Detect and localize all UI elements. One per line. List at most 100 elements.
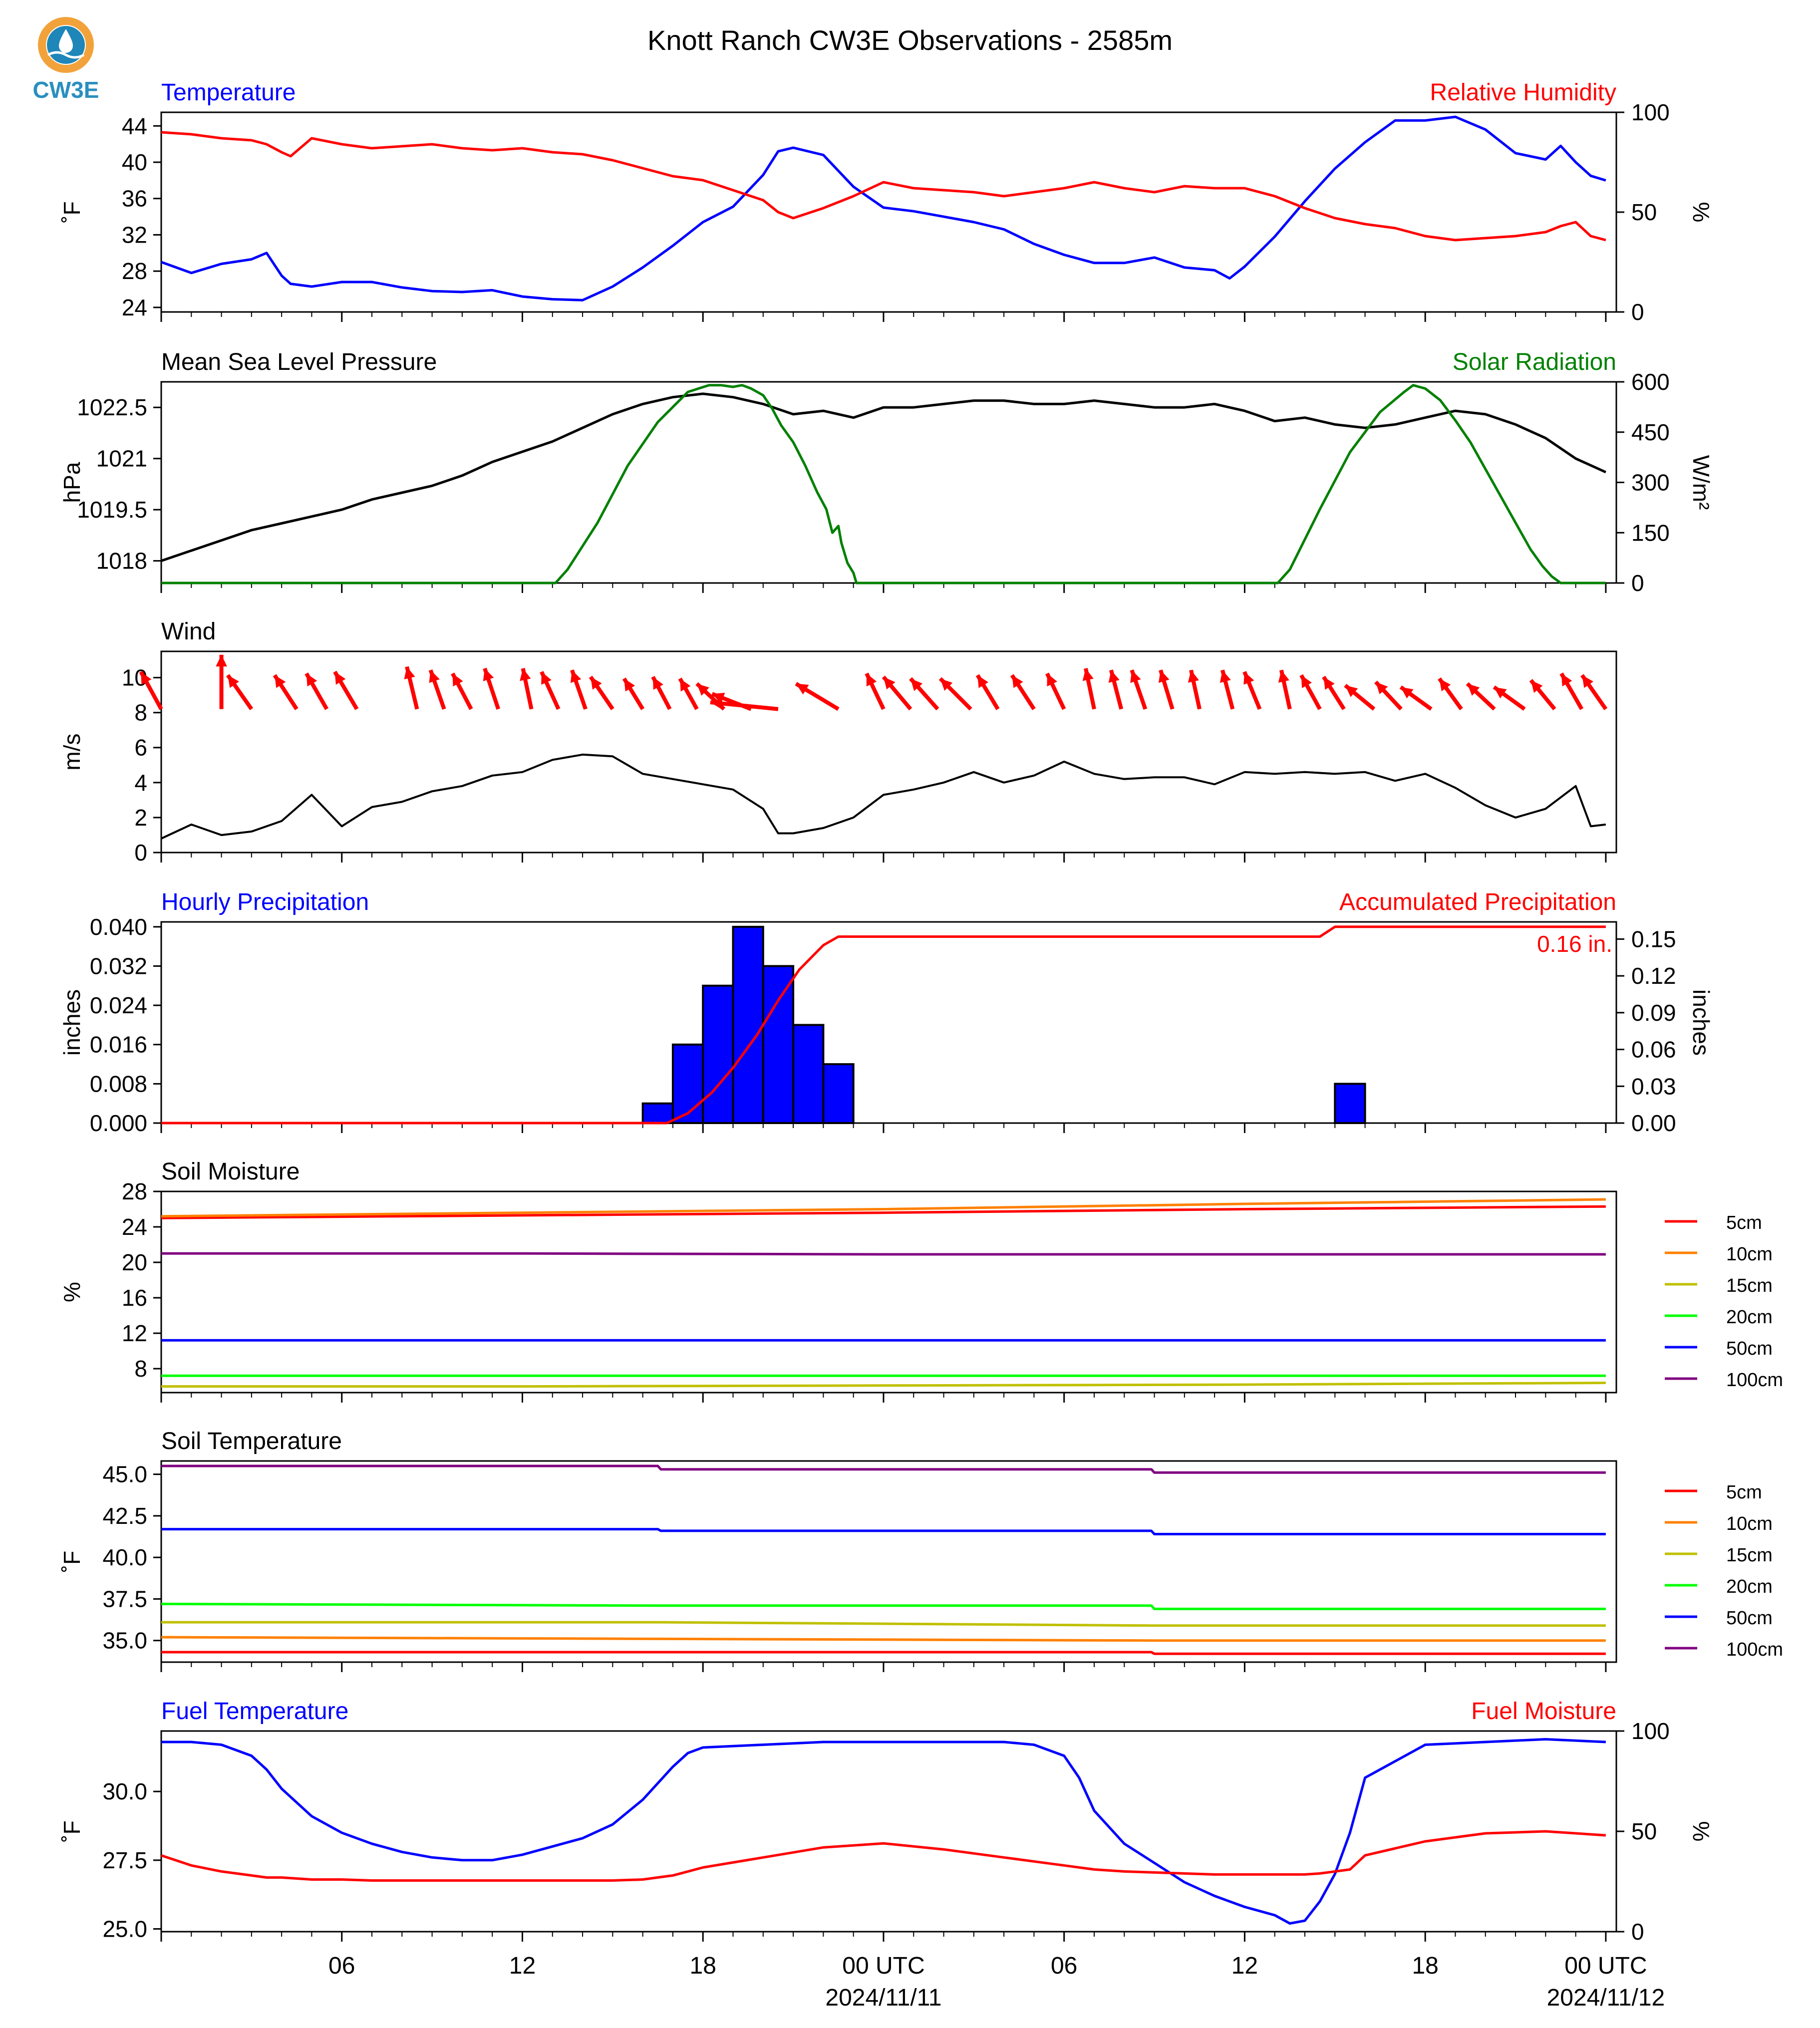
wind-vector-head xyxy=(591,677,602,690)
wind-vector-head xyxy=(216,654,227,667)
wind-vector-head xyxy=(1188,670,1200,683)
legend: 5cm 10cm 15cm 20cm 50cm 100cm xyxy=(1665,1482,1783,1660)
panel-title-left: Temperature xyxy=(161,79,296,106)
panel-title-right: Solar Radiation xyxy=(1453,349,1616,375)
wind-vector-head xyxy=(429,670,440,683)
y-tick-label: 0.040 xyxy=(90,914,147,940)
wind-vector-head xyxy=(275,675,286,688)
y-tick-label: 0.032 xyxy=(90,953,147,979)
series-line-fuel-temperature xyxy=(161,1738,1606,1925)
series-line-100cm xyxy=(161,1252,1606,1256)
cw3e-logo: CW3E xyxy=(33,17,99,103)
series-line-20cm xyxy=(161,1602,1606,1610)
precip-bar xyxy=(702,984,734,1125)
wind-vector-head xyxy=(1401,687,1414,699)
y2-axis-label: inches xyxy=(1688,989,1714,1056)
y-tick-label: 24 xyxy=(122,1214,147,1240)
x-tick-label: 18 xyxy=(1412,1953,1438,1979)
figure-title: Knott Ranch CW3E Observations - 2585m xyxy=(647,24,1173,56)
wind-vector-head xyxy=(1047,673,1057,687)
wind-vector-head xyxy=(228,675,239,688)
y2-tick-label: 0.06 xyxy=(1631,1037,1676,1063)
y-tick-label: 6 xyxy=(134,735,147,761)
panel-title-right: Accumulated Precipitation xyxy=(1339,889,1616,915)
y-axis-label: % xyxy=(59,1282,85,1302)
wind-vector-head xyxy=(1345,685,1358,697)
wind-vector-head xyxy=(697,683,709,696)
legend-label: 100cm xyxy=(1726,1639,1783,1660)
x-tick-label: 00 UTC xyxy=(1564,1953,1647,1979)
y-tick-label: 0.024 xyxy=(90,992,147,1018)
wind-vector-head xyxy=(796,683,809,695)
wind-vector-head xyxy=(1301,675,1312,688)
precip-total-annotation: 0.16 in. xyxy=(1537,931,1612,957)
y-tick-label: 8 xyxy=(134,700,147,726)
series-line-10cm xyxy=(161,1636,1606,1642)
x-tick-label: 18 xyxy=(690,1953,716,1979)
precip-bar xyxy=(671,1043,704,1124)
y-tick-label: 24 xyxy=(122,294,147,320)
precip-bar xyxy=(822,1063,855,1125)
panel-title-right: Fuel Moisture xyxy=(1471,1698,1616,1725)
wind-vector-head xyxy=(1439,678,1451,692)
wind-vector-head xyxy=(883,677,896,690)
y2-tick-label: 50 xyxy=(1631,199,1657,225)
precip-bar xyxy=(762,965,795,1124)
legend-label: 10cm xyxy=(1726,1513,1773,1534)
legend-label: 20cm xyxy=(1726,1576,1773,1597)
y-tick-label: 40 xyxy=(122,149,147,175)
wind-vector-head xyxy=(710,698,723,709)
y2-tick-label: 150 xyxy=(1631,520,1670,546)
wind-vector-head xyxy=(1561,673,1572,687)
plot-frame xyxy=(160,650,1617,854)
plot-frame xyxy=(160,111,1617,313)
y2-tick-label: 0 xyxy=(1631,570,1644,596)
y-axis-label: m/s xyxy=(59,733,85,770)
y2-axis-label: % xyxy=(1688,202,1714,223)
legend-label: 100cm xyxy=(1726,1370,1783,1391)
panel-soil_temp: Soil Temperature 35.0 37.5 40.0 42.5 45.0 ˚F 5c… xyxy=(59,1428,1783,1672)
precip-bar xyxy=(641,1102,674,1124)
y2-tick-label: 0 xyxy=(1631,1919,1644,1945)
y2-tick-label: 600 xyxy=(1631,369,1670,395)
logo-wave-icon xyxy=(47,51,85,59)
y-tick-label: 16 xyxy=(122,1285,147,1311)
panel-title-left: Mean Sea Level Pressure xyxy=(161,349,437,375)
y-tick-label: 20 xyxy=(122,1249,147,1275)
series-line-15cm xyxy=(161,1382,1606,1388)
plot-frame xyxy=(160,381,1617,584)
legend-label: 20cm xyxy=(1726,1307,1773,1328)
wind-vector-head xyxy=(1278,670,1289,683)
panel-title-left: Hourly Precipitation xyxy=(161,889,369,915)
y-tick-label: 40.0 xyxy=(102,1544,147,1570)
wind-vector-head xyxy=(1243,671,1254,685)
wind-vector-head xyxy=(1323,677,1335,690)
wind-vector-head xyxy=(541,671,552,685)
wind-vector-head xyxy=(452,673,463,687)
series-line-accumulated-precipitation xyxy=(161,925,1606,1125)
precip-bar xyxy=(792,1024,825,1124)
wind-vector-head xyxy=(306,673,317,687)
y-tick-label: 1022.5 xyxy=(77,394,147,420)
y-axis-label: hPa xyxy=(59,462,85,503)
y-tick-label: 0.016 xyxy=(90,1032,147,1058)
x-tick-label: 06 xyxy=(328,1953,355,1979)
y2-tick-label: 0 xyxy=(1631,299,1644,325)
y-tick-label: 1018 xyxy=(96,548,147,574)
legend-label: 5cm xyxy=(1726,1482,1762,1503)
y-tick-label: 27.5 xyxy=(102,1847,147,1873)
plot-frame xyxy=(160,1460,1617,1663)
panel-title-left: Fuel Temperature xyxy=(161,1698,348,1725)
y2-tick-label: 300 xyxy=(1631,470,1670,496)
x-date-label: 2024/11/11 xyxy=(825,1985,941,2011)
series-line-5cm xyxy=(161,1651,1606,1655)
panel-title-left: Soil Temperature xyxy=(161,1428,342,1454)
series-line-mean-sea-level-pressure xyxy=(161,392,1606,562)
y-tick-label: 42.5 xyxy=(102,1503,147,1529)
y2-axis-label: % xyxy=(1688,1821,1714,1842)
series-line-relative-humidity xyxy=(161,131,1606,242)
series-line-10cm xyxy=(161,1198,1606,1218)
y-tick-label: 0.000 xyxy=(90,1110,147,1136)
